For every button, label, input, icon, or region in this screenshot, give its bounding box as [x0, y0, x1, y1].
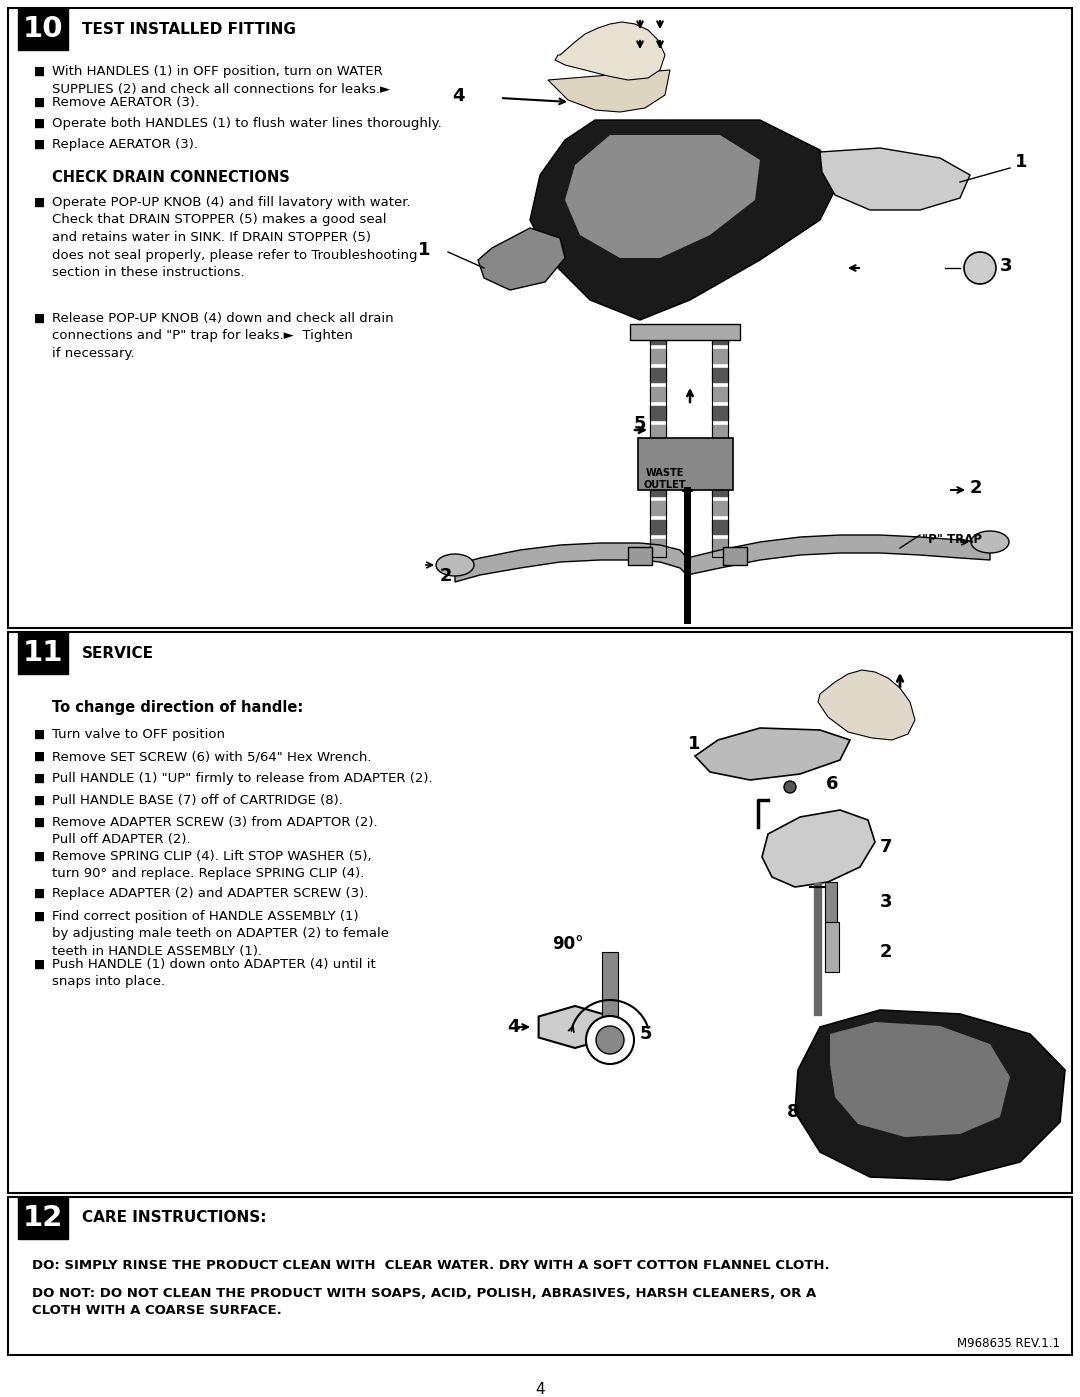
Polygon shape	[696, 728, 850, 780]
Text: 11: 11	[23, 638, 64, 666]
Polygon shape	[712, 539, 728, 553]
Polygon shape	[762, 810, 875, 887]
Polygon shape	[650, 330, 666, 344]
Polygon shape	[650, 387, 666, 401]
Text: 4: 4	[508, 1018, 519, 1037]
Polygon shape	[712, 349, 728, 363]
Text: ■: ■	[33, 909, 45, 923]
Circle shape	[586, 1016, 634, 1065]
Polygon shape	[530, 120, 840, 320]
Text: Release POP-UP KNOB (4) down and check all drain
connections and "P" trap for le: Release POP-UP KNOB (4) down and check a…	[52, 312, 393, 360]
Polygon shape	[650, 520, 666, 534]
Text: Operate both HANDLES (1) to flush water lines thoroughly.: Operate both HANDLES (1) to flush water …	[52, 117, 442, 130]
Circle shape	[596, 1025, 624, 1053]
Polygon shape	[712, 425, 728, 439]
Bar	[18, 8, 68, 50]
Polygon shape	[539, 1006, 611, 1048]
Polygon shape	[650, 349, 666, 363]
Text: To change direction of handle:: To change direction of handle:	[52, 700, 303, 715]
Polygon shape	[650, 502, 666, 515]
Text: Push HANDLE (1) down onto ADAPTER (4) until it
snaps into place.: Push HANDLE (1) down onto ADAPTER (4) un…	[52, 958, 376, 989]
Text: DO NOT: DO NOT CLEAN THE PRODUCT WITH SOAPS, ACID, POLISH, ABRASIVES, HARSH CLEA: DO NOT: DO NOT CLEAN THE PRODUCT WITH SO…	[32, 1287, 816, 1317]
Text: Find correct position of HANDLE ASSEMBLY (1)
by adjusting male teeth on ADAPTER : Find correct position of HANDLE ASSEMBLY…	[52, 909, 389, 958]
Text: "P" TRAP: "P" TRAP	[922, 534, 982, 546]
Text: 1: 1	[1015, 154, 1027, 170]
Text: ■: ■	[33, 138, 45, 151]
Polygon shape	[478, 228, 565, 291]
Text: ■: ■	[33, 773, 45, 785]
Circle shape	[784, 781, 796, 793]
Text: Remove ADAPTER SCREW (3) from ADAPTOR (2).
Pull off ADAPTER (2).: Remove ADAPTER SCREW (3) from ADAPTOR (2…	[52, 816, 378, 847]
Text: Remove AERATOR (3).: Remove AERATOR (3).	[52, 96, 199, 109]
Text: ■: ■	[33, 66, 45, 78]
Text: ■: ■	[33, 312, 45, 326]
Text: WASTE
OUTLET: WASTE OUTLET	[644, 468, 686, 489]
Text: CARE INSTRUCTIONS:: CARE INSTRUCTIONS:	[82, 1210, 267, 1225]
Polygon shape	[818, 671, 915, 740]
Polygon shape	[712, 462, 728, 476]
Text: 8: 8	[787, 1104, 800, 1120]
Text: Remove SET SCREW (6) with 5/64" Hex Wrench.: Remove SET SCREW (6) with 5/64" Hex Wren…	[52, 750, 372, 763]
Text: ■: ■	[33, 96, 45, 109]
Polygon shape	[712, 367, 728, 381]
Bar	[18, 631, 68, 673]
Text: 10: 10	[23, 15, 64, 43]
Polygon shape	[565, 136, 760, 258]
Bar	[602, 951, 618, 1032]
Polygon shape	[455, 543, 687, 583]
Bar	[8, 8, 1072, 629]
Bar	[18, 1197, 68, 1239]
Text: Replace ADAPTER (2) and ADAPTER SCREW (3).: Replace ADAPTER (2) and ADAPTER SCREW (3…	[52, 887, 368, 900]
Text: ■: ■	[33, 793, 45, 807]
Text: 1: 1	[418, 242, 430, 258]
Polygon shape	[712, 502, 728, 515]
Polygon shape	[712, 444, 728, 458]
Polygon shape	[650, 462, 666, 476]
Bar	[723, 548, 747, 564]
Bar	[627, 548, 652, 564]
Bar	[825, 922, 839, 972]
Text: Remove SPRING CLIP (4). Lift STOP WASHER (5),
turn 90° and replace. Replace SPRI: Remove SPRING CLIP (4). Lift STOP WASHER…	[52, 849, 372, 880]
Text: DO: SIMPLY RINSE THE PRODUCT CLEAN WITH  CLEAR WATER. DRY WITH A SOFT COTTON FLA: DO: SIMPLY RINSE THE PRODUCT CLEAN WITH …	[32, 1259, 829, 1273]
Polygon shape	[712, 330, 728, 344]
Text: ■: ■	[33, 958, 45, 971]
Polygon shape	[712, 407, 728, 420]
Polygon shape	[820, 148, 970, 210]
Ellipse shape	[436, 555, 474, 576]
Polygon shape	[650, 539, 666, 553]
Text: 3: 3	[1000, 257, 1013, 275]
Text: Operate POP-UP KNOB (4) and fill lavatory with water.
Check that DRAIN STOPPER (: Operate POP-UP KNOB (4) and fill lavator…	[52, 196, 418, 279]
Bar	[630, 324, 740, 339]
Text: Pull HANDLE (1) "UP" firmly to release from ADAPTER (2).: Pull HANDLE (1) "UP" firmly to release f…	[52, 773, 433, 785]
Circle shape	[964, 251, 996, 284]
Text: 5: 5	[640, 1025, 652, 1044]
Bar	[825, 882, 837, 922]
Text: ■: ■	[33, 849, 45, 863]
Text: 2: 2	[970, 479, 983, 497]
Polygon shape	[795, 1010, 1065, 1180]
Text: 12: 12	[23, 1204, 64, 1232]
Text: 1: 1	[688, 735, 700, 753]
Text: TEST INSTALLED FITTING: TEST INSTALLED FITTING	[82, 21, 296, 36]
Text: ■: ■	[33, 728, 45, 740]
Text: SERVICE: SERVICE	[82, 645, 154, 661]
Bar	[638, 439, 733, 490]
Polygon shape	[712, 387, 728, 401]
Text: ■: ■	[33, 887, 45, 900]
Text: 7: 7	[880, 838, 892, 856]
Bar	[8, 1197, 1072, 1355]
Polygon shape	[650, 367, 666, 381]
Polygon shape	[712, 520, 728, 534]
Text: ■: ■	[33, 750, 45, 763]
Polygon shape	[548, 70, 670, 112]
Ellipse shape	[971, 531, 1009, 553]
Polygon shape	[555, 22, 665, 80]
Text: 5: 5	[634, 415, 646, 433]
Text: 90°: 90°	[552, 935, 583, 953]
Text: 6: 6	[826, 775, 838, 793]
Polygon shape	[712, 482, 728, 496]
Text: Turn valve to OFF position: Turn valve to OFF position	[52, 728, 225, 740]
Polygon shape	[650, 407, 666, 420]
Polygon shape	[650, 482, 666, 496]
Text: 2: 2	[440, 567, 453, 585]
